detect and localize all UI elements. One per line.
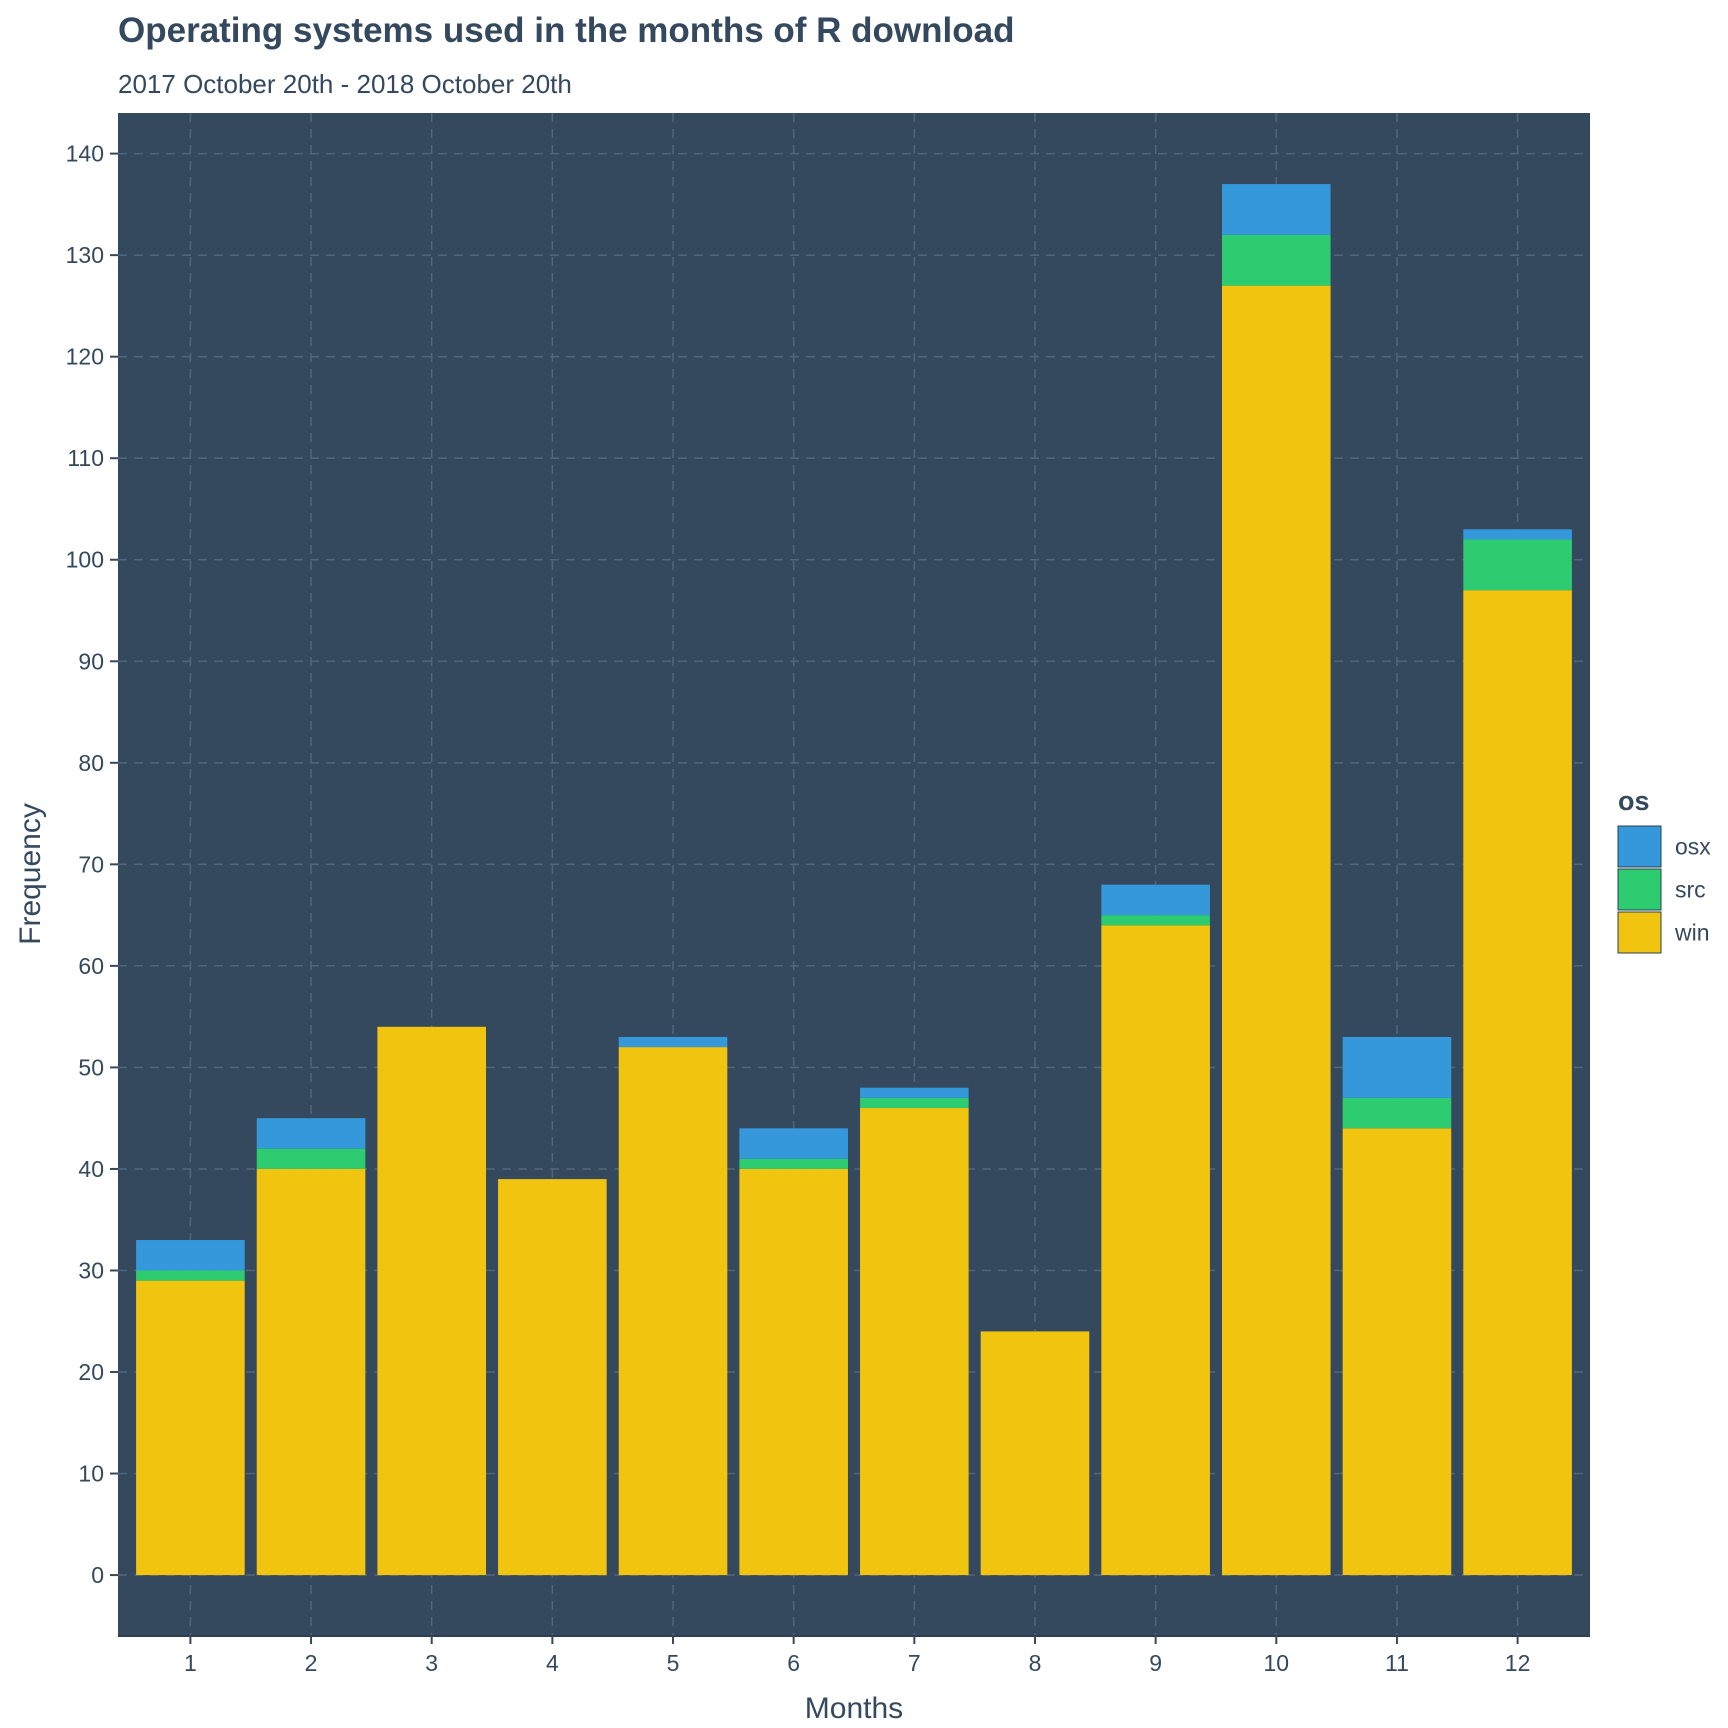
legend-items: osx src win (1617, 825, 1711, 954)
bar-win-month-6 (739, 1168, 848, 1576)
x-tick-label: 6 (787, 1650, 800, 1676)
y-axis-title: Frequency (14, 803, 47, 945)
bar-osx-month-6 (739, 1128, 848, 1159)
bar-osx-month-12 (1463, 529, 1572, 540)
chart-subtitle: 2017 October 20th - 2018 October 20th (118, 69, 572, 99)
y-tick-label: 120 (66, 344, 104, 370)
bar-src-month-10 (1222, 234, 1331, 286)
y-tick-label: 60 (78, 953, 104, 979)
bar-win-month-7 (860, 1108, 969, 1576)
bar-src-month-7 (860, 1097, 969, 1109)
y-tick-label: 100 (66, 547, 104, 573)
legend-key-win (1617, 911, 1662, 954)
bar-src-month-2 (256, 1148, 366, 1169)
legend-label-osx: osx (1675, 834, 1711, 860)
y-tick-label: 80 (78, 750, 104, 776)
bar-src-month-1 (136, 1270, 245, 1281)
x-tick-label: 1 (184, 1650, 197, 1676)
x-tick-label: 4 (546, 1650, 559, 1676)
legend-label-src: src (1675, 877, 1706, 903)
bar-win-month-2 (256, 1168, 366, 1576)
y-tick-label: 50 (78, 1054, 104, 1080)
bar-win-month-11 (1342, 1128, 1452, 1576)
bar-osx-month-1 (136, 1240, 245, 1271)
y-tick-label: 140 (66, 141, 104, 167)
y-tick-label: 0 (91, 1562, 104, 1588)
x-tick-label: 5 (667, 1650, 680, 1676)
y-tick-label: 130 (66, 242, 104, 268)
x-tick-label: 8 (1029, 1650, 1042, 1676)
x-tick-label: 12 (1505, 1650, 1531, 1676)
bar-osx-month-7 (860, 1087, 969, 1098)
x-tick-label: 3 (425, 1650, 438, 1676)
bar-win-month-10 (1222, 285, 1331, 1576)
x-tick-label: 10 (1263, 1650, 1289, 1676)
x-axis-title: Months (805, 1692, 903, 1725)
bar-win-month-3 (377, 1026, 486, 1576)
bar-osx-month-2 (256, 1118, 366, 1149)
y-tick-label: 30 (78, 1257, 104, 1283)
x-tick-label: 11 (1385, 1650, 1409, 1676)
bars (136, 184, 1572, 1576)
chart-title: Operating systems used in the months of … (118, 11, 1014, 50)
x-tick-label: 9 (1149, 1650, 1162, 1676)
y-tick-label: 90 (78, 648, 104, 674)
y-tick-label: 70 (78, 851, 104, 877)
bar-src-month-12 (1463, 539, 1572, 591)
bar-win-month-1 (136, 1280, 245, 1576)
bar-src-month-11 (1342, 1097, 1452, 1129)
bar-src-month-6 (739, 1158, 848, 1169)
x-tick-label: 7 (908, 1650, 921, 1676)
bar-win-month-8 (980, 1331, 1090, 1576)
y-tick-label: 40 (78, 1156, 104, 1182)
legend-label-win: win (1674, 920, 1710, 946)
legend-key-src (1617, 868, 1662, 911)
bar-osx-month-9 (1101, 884, 1210, 916)
bar-src-month-9 (1101, 915, 1210, 926)
y-tick-label: 110 (67, 445, 104, 471)
bar-osx-month-11 (1342, 1036, 1452, 1098)
bar-win-month-5 (618, 1047, 728, 1576)
bar-win-month-4 (498, 1179, 607, 1576)
y-tick-label: 20 (78, 1359, 104, 1385)
bar-win-month-12 (1463, 590, 1572, 1576)
legend-title: os (1618, 786, 1650, 816)
bar-osx-month-10 (1222, 184, 1331, 235)
bar-osx-month-5 (618, 1036, 728, 1048)
legend-key-osx (1617, 825, 1662, 868)
x-tick-label: 2 (305, 1650, 318, 1676)
legend: os osx src win (1617, 786, 1711, 954)
y-tick-label: 10 (78, 1461, 104, 1487)
bar-win-month-9 (1101, 925, 1210, 1576)
